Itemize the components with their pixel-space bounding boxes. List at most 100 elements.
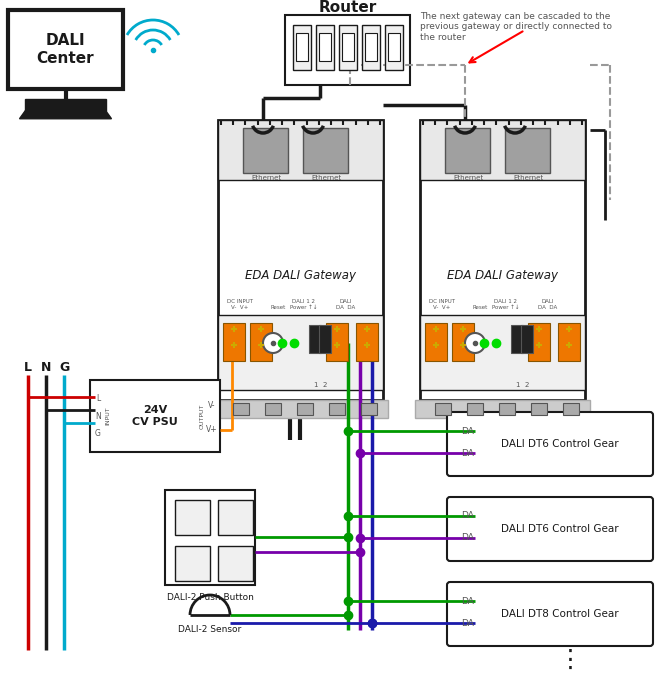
- Bar: [445, 128, 490, 173]
- Text: ⋮: ⋮: [557, 648, 583, 672]
- Bar: [362, 25, 380, 70]
- Text: DALI 1 2: DALI 1 2: [495, 299, 517, 303]
- Text: EDA DALI Gateway: EDA DALI Gateway: [447, 269, 558, 282]
- Bar: [213, 400, 388, 418]
- Bar: [293, 25, 311, 70]
- Bar: [521, 325, 533, 353]
- Text: N: N: [95, 412, 101, 421]
- Text: 2: 2: [525, 382, 529, 388]
- Text: DC INPUT: DC INPUT: [227, 299, 253, 303]
- Text: DALI-2 Sensor: DALI-2 Sensor: [178, 625, 241, 634]
- Text: G: G: [95, 429, 101, 438]
- Bar: [452, 323, 474, 361]
- Bar: [218, 120, 383, 180]
- Bar: [316, 25, 334, 70]
- Text: DA: DA: [462, 619, 474, 627]
- Text: DALI 1 2: DALI 1 2: [293, 299, 315, 303]
- Text: DALI-2 Push Button: DALI-2 Push Button: [166, 593, 253, 601]
- Text: Reset: Reset: [271, 305, 286, 310]
- Bar: [356, 323, 378, 361]
- Bar: [420, 120, 585, 180]
- Bar: [218, 120, 383, 400]
- Bar: [250, 323, 272, 361]
- Bar: [243, 128, 288, 173]
- Text: EDA DALI Gateway: EDA DALI Gateway: [245, 269, 356, 282]
- Circle shape: [263, 333, 283, 353]
- Bar: [420, 315, 585, 390]
- Bar: [420, 120, 585, 400]
- Text: L: L: [96, 393, 100, 403]
- Text: Power ↑↓: Power ↑↓: [492, 305, 520, 310]
- Bar: [309, 325, 321, 353]
- Bar: [218, 315, 383, 390]
- Bar: [233, 403, 249, 415]
- Bar: [285, 15, 410, 85]
- Bar: [499, 403, 515, 415]
- Text: DALI DT6 Control Gear: DALI DT6 Control Gear: [501, 439, 619, 449]
- Bar: [297, 403, 313, 415]
- Text: Ethernet: Ethernet: [513, 175, 543, 181]
- Bar: [511, 325, 523, 353]
- Bar: [342, 33, 354, 61]
- Bar: [558, 323, 580, 361]
- Bar: [296, 33, 308, 61]
- Bar: [265, 403, 281, 415]
- Bar: [563, 403, 579, 415]
- Circle shape: [465, 333, 485, 353]
- Text: DA  DA: DA DA: [336, 305, 356, 310]
- FancyBboxPatch shape: [447, 412, 653, 476]
- Bar: [388, 33, 400, 61]
- Text: Router: Router: [319, 0, 376, 14]
- Text: The next gateway can be cascaded to the
previous gateway or directly connected t: The next gateway can be cascaded to the …: [420, 12, 612, 42]
- Bar: [218, 546, 253, 581]
- Text: 24V
CV PSU: 24V CV PSU: [132, 406, 178, 427]
- Text: DA: DA: [462, 449, 474, 458]
- Bar: [365, 33, 377, 61]
- Text: DA  DA: DA DA: [539, 305, 558, 310]
- Bar: [165, 490, 255, 585]
- Text: DALI DT8 Control Gear: DALI DT8 Control Gear: [501, 609, 619, 619]
- Bar: [90, 380, 220, 452]
- Text: L: L: [24, 360, 32, 373]
- Text: Ethernet: Ethernet: [311, 175, 341, 181]
- Text: DA: DA: [462, 597, 474, 606]
- Text: DC INPUT: DC INPUT: [429, 299, 455, 303]
- Bar: [303, 128, 348, 173]
- Text: DALI DT6 Control Gear: DALI DT6 Control Gear: [501, 524, 619, 534]
- Text: V-  V+: V- V+: [434, 305, 451, 310]
- Text: Ethernet: Ethernet: [453, 175, 483, 181]
- Bar: [326, 323, 348, 361]
- Text: DA: DA: [462, 512, 474, 521]
- Bar: [361, 403, 377, 415]
- Bar: [175, 546, 210, 581]
- Bar: [425, 323, 447, 361]
- Text: 1: 1: [313, 382, 317, 388]
- Bar: [8, 10, 123, 89]
- Text: DA: DA: [462, 427, 474, 436]
- Text: 2: 2: [323, 382, 327, 388]
- Text: Ethernet: Ethernet: [251, 175, 281, 181]
- FancyBboxPatch shape: [447, 582, 653, 646]
- Text: DALI
Center: DALI Center: [37, 33, 94, 66]
- Text: DALI: DALI: [340, 299, 352, 303]
- Text: OUTPUT: OUTPUT: [200, 403, 205, 429]
- Text: V-  V+: V- V+: [231, 305, 249, 310]
- Bar: [223, 323, 245, 361]
- Text: V+: V+: [206, 425, 218, 434]
- Bar: [385, 25, 403, 70]
- Bar: [467, 403, 483, 415]
- Bar: [218, 500, 253, 535]
- Text: DALI: DALI: [542, 299, 554, 303]
- Bar: [319, 325, 331, 353]
- FancyBboxPatch shape: [447, 497, 653, 561]
- Bar: [505, 128, 550, 173]
- Text: Power ↑↓: Power ↑↓: [290, 305, 318, 310]
- Bar: [319, 33, 331, 61]
- Polygon shape: [25, 99, 106, 111]
- Text: Reset: Reset: [472, 305, 487, 310]
- Bar: [329, 403, 345, 415]
- Bar: [175, 500, 210, 535]
- Bar: [415, 400, 590, 418]
- Text: INPUT: INPUT: [106, 407, 110, 425]
- Text: G: G: [59, 360, 69, 373]
